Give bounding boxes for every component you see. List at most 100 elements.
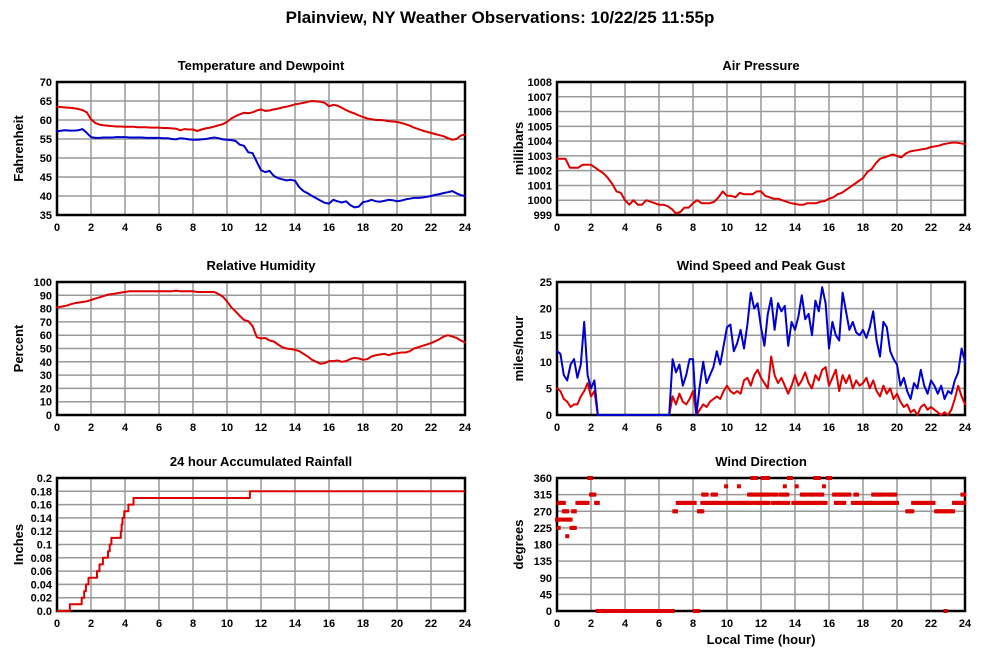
y-axis-label: millibars bbox=[511, 122, 526, 175]
x-tick-label: 10 bbox=[221, 618, 233, 630]
x-tick-label: 8 bbox=[190, 618, 196, 630]
x-tick-label: 14 bbox=[289, 618, 302, 630]
direction-dot bbox=[560, 517, 565, 522]
y-tick-label: 0.08 bbox=[31, 553, 52, 565]
x-tick-label: 18 bbox=[857, 222, 869, 234]
y-tick-label: 80 bbox=[40, 304, 52, 316]
y-tick-label: 0.16 bbox=[31, 500, 52, 512]
plot-frame bbox=[55, 80, 467, 217]
x-tick-label: 16 bbox=[823, 422, 835, 434]
y-tick-label: 40 bbox=[40, 357, 52, 369]
x-tick-label: 24 bbox=[459, 422, 472, 434]
x-tick-label: 22 bbox=[925, 422, 937, 434]
direction-dot bbox=[595, 500, 600, 505]
x-tick-label: 20 bbox=[891, 422, 903, 434]
x-tick-label: 2 bbox=[88, 422, 94, 434]
chart-air-pressure: Air Pressure millibars 999 1000 1001 1002 1003… bbox=[510, 50, 980, 264]
direction-dot bbox=[592, 492, 597, 497]
direction-dot bbox=[736, 484, 741, 489]
y-tick-label: 270 bbox=[534, 506, 552, 518]
series-rainfall bbox=[57, 490, 465, 612]
direction-dot bbox=[883, 492, 888, 497]
y-tick-label: 55 bbox=[40, 134, 52, 146]
direction-dot bbox=[767, 492, 772, 497]
x-tick-label: 16 bbox=[823, 222, 835, 234]
direction-dot bbox=[811, 492, 816, 497]
x-tick-label: 16 bbox=[323, 222, 335, 234]
chart-title: Air Pressure bbox=[722, 58, 799, 73]
x-tick-label: 6 bbox=[656, 618, 662, 630]
direction-dot bbox=[572, 509, 577, 514]
series-pressure bbox=[556, 141, 966, 215]
x-tick-label: 0 bbox=[54, 222, 60, 234]
y-axis-label: miles/hour bbox=[511, 316, 526, 382]
y-tick-label: 1000 bbox=[528, 195, 552, 207]
direction-dot bbox=[704, 492, 709, 497]
x-tick-label: 16 bbox=[323, 422, 335, 434]
direction-dot bbox=[786, 500, 791, 505]
y-tick-label: 90 bbox=[540, 573, 552, 585]
y-tick-label: 5 bbox=[546, 383, 552, 395]
direction-dot bbox=[572, 525, 577, 530]
x-tick-label: 8 bbox=[690, 222, 696, 234]
direction-dot bbox=[700, 509, 705, 514]
plot-frame bbox=[555, 80, 967, 217]
direction-dot bbox=[717, 500, 722, 505]
x-tick-label: 14 bbox=[289, 222, 302, 234]
y-tick-label: 45 bbox=[40, 172, 52, 184]
direction-dot bbox=[847, 492, 852, 497]
x-tick-label: 20 bbox=[391, 618, 403, 630]
chart-wind-direction: Wind Direction degrees Local Time (hour) 0 4… bbox=[510, 446, 980, 660]
y-tick-label: 50 bbox=[40, 344, 52, 356]
direction-dot bbox=[692, 500, 697, 505]
y-tick-label: 90 bbox=[40, 290, 52, 302]
y-tick-label: 1008 bbox=[528, 77, 552, 89]
x-tick-label: 10 bbox=[221, 222, 233, 234]
direction-dot bbox=[696, 609, 701, 613]
chart-wind-speed-gust: Wind Speed and Peak Gust miles/hour 0 5 10 15… bbox=[510, 250, 980, 464]
x-tick-label: 6 bbox=[656, 422, 662, 434]
y-tick-label: 10 bbox=[40, 397, 52, 409]
x-tick-label: 18 bbox=[357, 618, 369, 630]
x-tick-label: 10 bbox=[221, 422, 233, 434]
y-tick-label: 0.12 bbox=[31, 526, 52, 538]
x-tick-label: 12 bbox=[255, 618, 267, 630]
y-tick-label: 15 bbox=[540, 330, 552, 342]
direction-dot bbox=[782, 484, 787, 489]
direction-dot bbox=[821, 484, 826, 489]
chart-title: Temperature and Dewpoint bbox=[178, 58, 345, 73]
direction-dot bbox=[820, 492, 825, 497]
x-tick-label: 24 bbox=[959, 618, 972, 630]
x-axis-label: Local Time (hour) bbox=[707, 632, 816, 647]
y-tick-label: 1004 bbox=[528, 136, 553, 148]
chart-accumulated-rainfall: 24 hour Accumulated Rainfall Inches 0.0 0.0… bbox=[10, 446, 480, 660]
x-tick-label: 8 bbox=[690, 618, 696, 630]
direction-dot bbox=[753, 476, 758, 480]
x-tick-label: 4 bbox=[122, 422, 129, 434]
x-tick-label: 12 bbox=[255, 422, 267, 434]
x-tick-label: 18 bbox=[357, 422, 369, 434]
y-axis-label: Inches bbox=[11, 524, 26, 565]
y-tick-label: 40 bbox=[40, 191, 52, 203]
y-tick-label: 0 bbox=[46, 410, 52, 422]
x-tick-label: 20 bbox=[891, 618, 903, 630]
x-tick-label: 24 bbox=[959, 422, 972, 434]
series-dewpoint bbox=[56, 128, 466, 209]
y-tick-label: 0.18 bbox=[31, 486, 52, 498]
y-tick-label: 1005 bbox=[528, 121, 552, 133]
direction-dot bbox=[962, 500, 967, 505]
y-tick-label: 135 bbox=[534, 556, 552, 568]
x-tick-label: 6 bbox=[156, 222, 162, 234]
wind-speed-gust-plot: Wind Speed and Peak Gust miles/hour 0 5 10 15… bbox=[511, 258, 972, 434]
chart-title: Wind Speed and Peak Gust bbox=[677, 258, 846, 273]
x-tick-label: 10 bbox=[721, 422, 733, 434]
y-tick-label: 1003 bbox=[528, 151, 552, 163]
direction-dot bbox=[962, 492, 967, 497]
x-tick-label: 12 bbox=[255, 222, 267, 234]
direction-dot bbox=[777, 500, 782, 505]
x-tick-label: 22 bbox=[925, 618, 937, 630]
y-tick-label: 50 bbox=[40, 153, 52, 165]
x-tick-label: 20 bbox=[391, 222, 403, 234]
direction-dot bbox=[943, 609, 948, 613]
air-pressure-plot: Air Pressuremillibars9991000100110021003… bbox=[511, 58, 972, 234]
